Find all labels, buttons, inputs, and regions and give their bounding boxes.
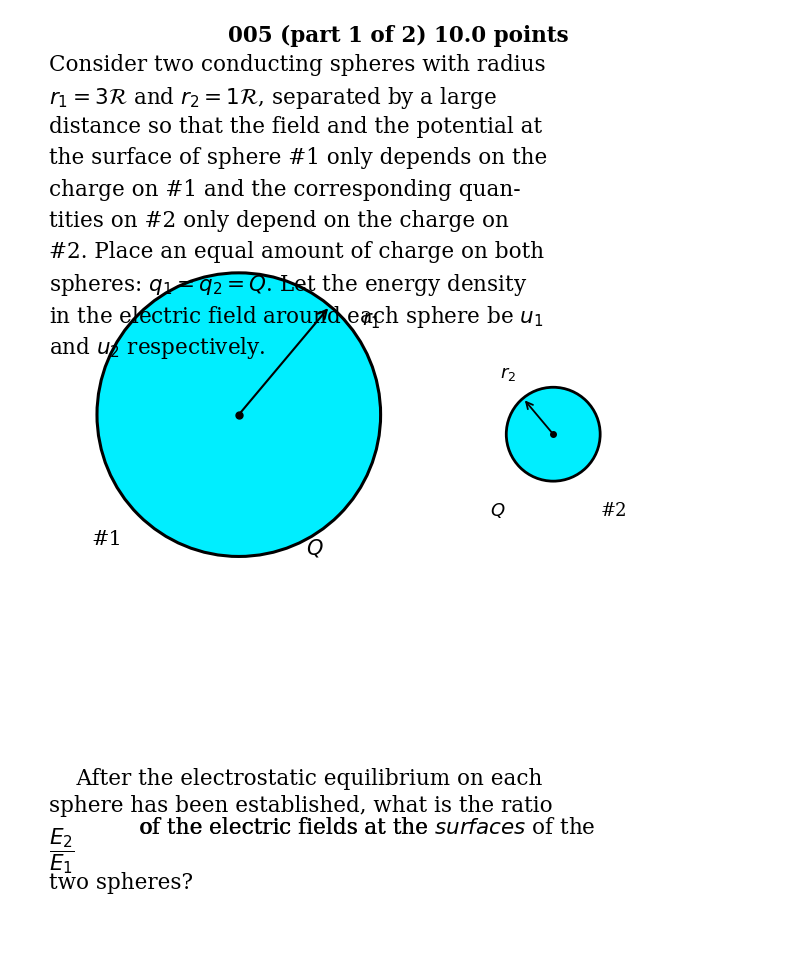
- Circle shape: [506, 388, 600, 482]
- Text: $r_1 = 3\mathcal{R}$ and $r_2 = 1\mathcal{R}$, separated by a large: $r_1 = 3\mathcal{R}$ and $r_2 = 1\mathca…: [49, 85, 497, 111]
- Text: $Q$: $Q$: [490, 500, 505, 520]
- Circle shape: [97, 274, 380, 557]
- Text: #1: #1: [92, 530, 123, 549]
- Text: and $u_2$ respectively.: and $u_2$ respectively.: [49, 334, 266, 361]
- Text: #2: #2: [601, 501, 627, 519]
- Text: After the electrostatic equilibrium on each: After the electrostatic equilibrium on e…: [49, 767, 543, 788]
- Text: #2. Place an equal amount of charge on both: #2. Place an equal amount of charge on b…: [49, 241, 544, 263]
- Text: spheres: $q_1 = q_2 = Q$. Let the energy density: spheres: $q_1 = q_2 = Q$. Let the energy…: [49, 272, 528, 298]
- Text: in the electric field around each sphere be $u_1$: in the electric field around each sphere…: [49, 303, 544, 329]
- Text: 005 (part 1 of 2) 10.0 points: 005 (part 1 of 2) 10.0 points: [228, 24, 568, 47]
- Text: distance so that the field and the potential at: distance so that the field and the poten…: [49, 116, 543, 138]
- Text: $r_1$: $r_1$: [362, 311, 380, 330]
- Text: $Q$: $Q$: [306, 536, 324, 558]
- Text: of the electric fields at the: of the electric fields at the: [139, 816, 435, 837]
- Text: the surface of sphere #1 only depends on the: the surface of sphere #1 only depends on…: [49, 148, 548, 169]
- Text: sphere has been established, what is the ratio: sphere has been established, what is the…: [49, 794, 553, 816]
- Text: tities on #2 only depend on the charge on: tities on #2 only depend on the charge o…: [49, 210, 509, 232]
- Text: charge on #1 and the corresponding quan-: charge on #1 and the corresponding quan-: [49, 179, 521, 200]
- Text: $\dfrac{E_2}{E_1}$: $\dfrac{E_2}{E_1}$: [49, 826, 75, 875]
- Text: of the electric fields at the $\mathit{surfaces}$ of the: of the electric fields at the $\mathit{s…: [139, 816, 596, 837]
- Text: two spheres?: two spheres?: [49, 871, 193, 893]
- Text: Consider two conducting spheres with radius: Consider two conducting spheres with rad…: [49, 54, 546, 75]
- Text: $r_2$: $r_2$: [500, 364, 516, 382]
